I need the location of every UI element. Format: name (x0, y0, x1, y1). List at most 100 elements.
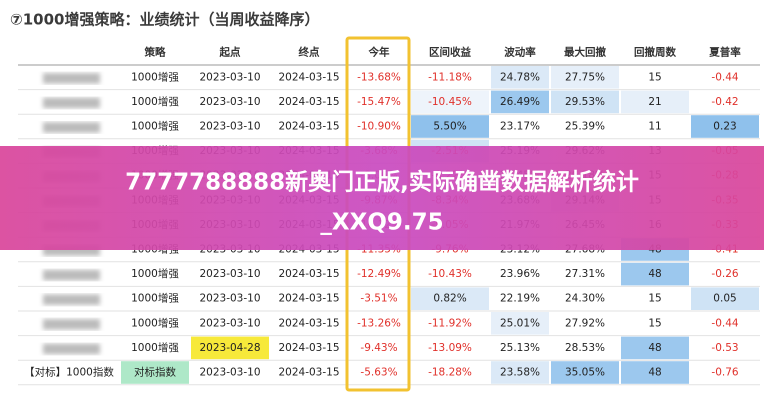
blurred-name (43, 269, 100, 281)
banner-text: _XXQ9.75 (320, 210, 443, 236)
header-cell: 区间收益 (429, 46, 471, 59)
cell: 1000增强 (131, 341, 179, 354)
blurred-name (43, 319, 100, 330)
cell: 1000增强 (131, 292, 179, 305)
cell: 0.05 (713, 293, 736, 305)
cell: 28.53% (565, 342, 605, 354)
cell: -13.68% (357, 71, 401, 83)
cell: 26.49% (500, 96, 540, 108)
cell: 2023-03-10 (199, 268, 260, 280)
cell-shade (551, 90, 619, 114)
cell: 2024-03-15 (278, 293, 339, 305)
header-cell: 今年 (368, 46, 390, 59)
cell: 2024-03-15 (278, 342, 339, 354)
cell: 1000增强 (131, 120, 179, 133)
cell: -12.49% (357, 268, 401, 280)
blurred-name (43, 73, 100, 84)
cell: -3.51% (360, 293, 397, 305)
cell: -15.47% (357, 96, 401, 108)
cell-shade (411, 287, 489, 310)
header-cell: 终点 (299, 46, 320, 59)
cell: 0.23 (713, 121, 736, 133)
header-cell: 策略 (144, 46, 166, 59)
cell-shade (491, 312, 549, 335)
banner (0, 146, 764, 250)
cell-shade (621, 262, 689, 286)
cell-shade (411, 115, 489, 138)
cell-shade (191, 336, 269, 360)
header-cell: 波动率 (504, 46, 536, 59)
cell-shade (621, 336, 689, 360)
cell: -0.44 (711, 71, 738, 83)
cell: 23.17% (500, 121, 540, 133)
cell-shade (691, 287, 759, 310)
cell: 2024-03-15 (278, 121, 339, 133)
cell: 27.92% (565, 317, 605, 329)
cell: 48 (648, 342, 661, 354)
cell: 2023-04-28 (199, 342, 260, 354)
cell: -0.42 (711, 96, 738, 108)
cell: 【对标】1000指数 (24, 366, 114, 379)
cell-shade (621, 361, 689, 384)
cell: 25.13% (500, 342, 540, 354)
cell: -0.76 (711, 367, 738, 379)
cell: 1000增强 (131, 70, 179, 83)
header-cell: 最大回撤 (564, 46, 606, 59)
cell: 15 (648, 317, 661, 329)
blurred-name (43, 97, 100, 109)
cell-shade (551, 66, 619, 89)
cell: 2023-03-10 (199, 71, 260, 83)
blurred-name (43, 343, 100, 355)
cell: 24.78% (500, 71, 540, 83)
cell: -9.43% (360, 342, 397, 354)
blurred-name (43, 122, 100, 133)
cell: -10.43% (428, 268, 472, 280)
cell: 2024-03-15 (278, 96, 339, 108)
cell: 35.05% (565, 367, 605, 379)
cell: 21 (648, 96, 661, 108)
cell-shade (621, 90, 689, 114)
blurred-name (43, 294, 100, 305)
blurred-name (43, 245, 100, 256)
cell: 25.01% (500, 317, 540, 329)
cell: 2023-03-10 (199, 293, 260, 305)
cell: -0.44 (711, 317, 738, 329)
cell-shade (551, 361, 619, 384)
cell: 1000增强 (131, 95, 179, 108)
cell: -13.26% (357, 317, 401, 329)
header-cell: 起点 (219, 46, 241, 59)
cell-shade (491, 361, 549, 384)
cell-shade (121, 361, 189, 384)
cell: 2024-03-15 (278, 268, 339, 280)
cell: -11.18% (428, 71, 472, 83)
cell: 5.50% (433, 121, 466, 133)
cell: 2024-03-15 (278, 367, 339, 379)
cell: -0.53 (711, 342, 738, 354)
cell-shade (491, 90, 549, 114)
cell: 29.53% (565, 96, 605, 108)
cell-shade (411, 90, 489, 114)
cell: 1000增强 (131, 267, 179, 280)
banner-text: 7777788888新奥门正版,实际确凿数据解析统计 (125, 169, 639, 196)
cell: 2024-03-15 (278, 317, 339, 329)
cell: -10.90% (357, 121, 401, 133)
header-cell: 夏普率 (708, 46, 741, 59)
cell: -10.45% (428, 96, 472, 108)
cell: 27.75% (565, 71, 605, 83)
cell: 23.58% (500, 367, 540, 379)
cell: 2023-03-10 (199, 96, 260, 108)
cell: 27.31% (565, 268, 605, 280)
cell: -13.09% (428, 342, 472, 354)
cell: 11 (648, 121, 661, 133)
cell: 15 (648, 293, 661, 305)
cell: 1000增强 (131, 316, 179, 329)
cell: 0.82% (433, 293, 466, 305)
cell: 2024-03-15 (278, 71, 339, 83)
cell: 23.96% (500, 268, 540, 280)
cell: -11.92% (428, 317, 472, 329)
cell-shade (491, 66, 549, 89)
cell: 24.30% (565, 293, 605, 305)
cell: -5.63% (360, 367, 397, 379)
cell: 2023-03-10 (199, 317, 260, 329)
